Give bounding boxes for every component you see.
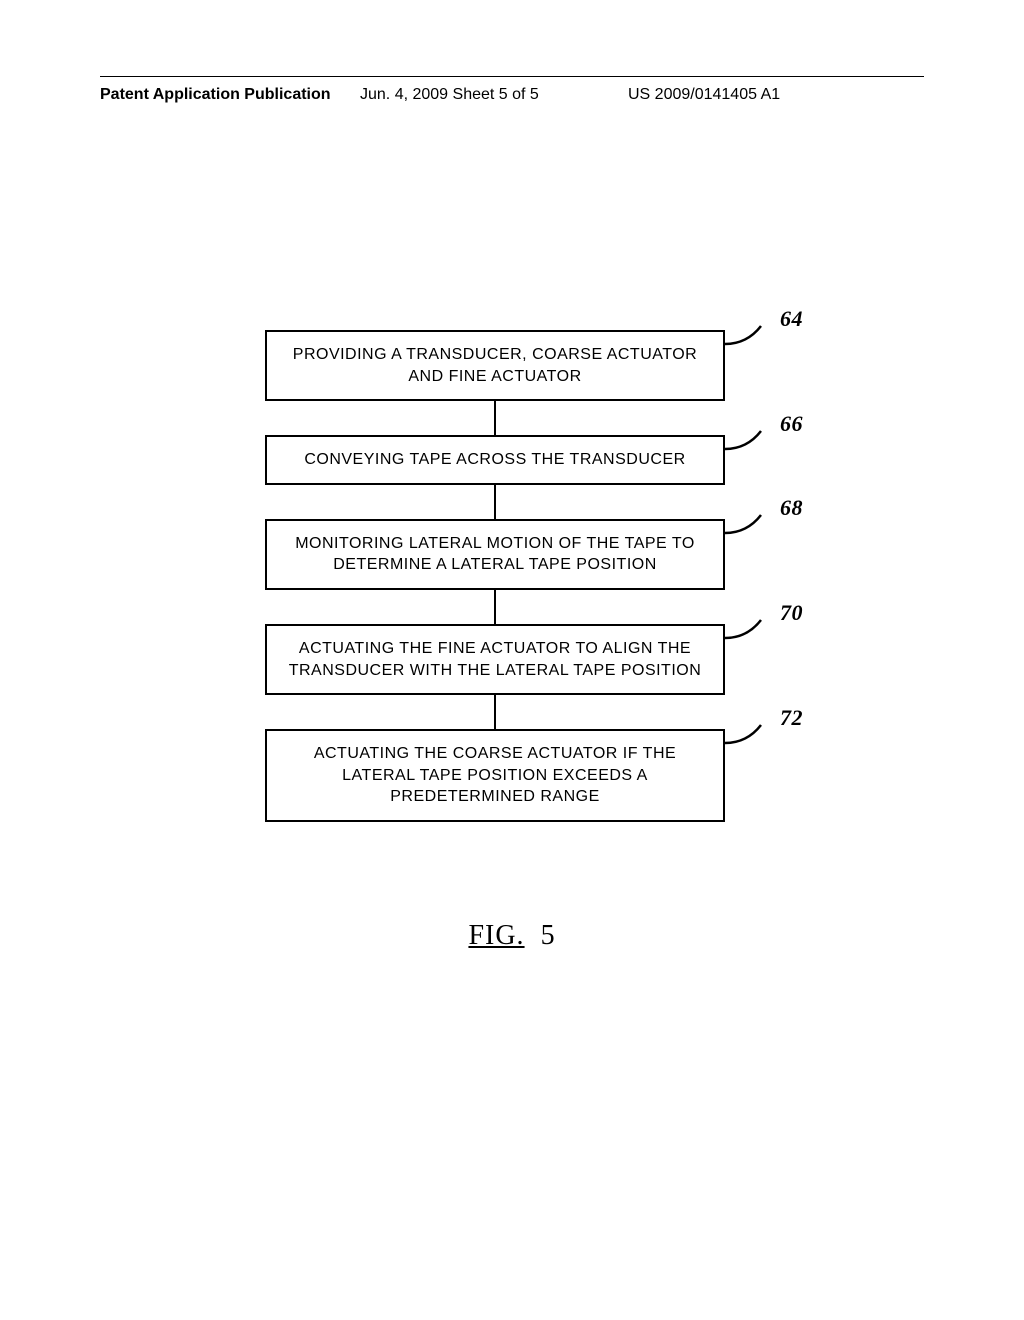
header-right: US 2009/0141405 A1	[628, 86, 780, 104]
flow-connector	[494, 485, 497, 519]
figure-label: FIG. 5	[0, 920, 1024, 952]
flow-step-text: MONITORING LATERAL MOTION OF THE TAPE TO…	[295, 535, 695, 574]
figure-prefix: FIG.	[468, 920, 524, 951]
flow-connector	[494, 590, 497, 624]
flow-step-text: CONVEYING TAPE ACROSS THE TRANSDUCER	[304, 451, 685, 468]
flow-step-1: PROVIDING A TRANSDUCER, COARSE ACTUATOR …	[265, 330, 725, 401]
flow-step-2: CONVEYING TAPE ACROSS THE TRANSDUCER 66	[265, 435, 725, 485]
ref-label: 66	[780, 409, 803, 439]
ref-label: 70	[780, 598, 803, 628]
figure-number: 5	[541, 920, 556, 951]
flowchart: PROVIDING A TRANSDUCER, COARSE ACTUATOR …	[215, 330, 775, 822]
flow-step-text: ACTUATING THE COARSE ACTUATOR IF THE LAT…	[314, 745, 676, 805]
header-center: Jun. 4, 2009 Sheet 5 of 5	[360, 86, 539, 104]
flow-step-5: ACTUATING THE COARSE ACTUATOR IF THE LAT…	[265, 729, 725, 822]
ref-label: 68	[780, 493, 803, 523]
flow-connector	[494, 401, 497, 435]
flow-step-4: ACTUATING THE FINE ACTUATOR TO ALIGN THE…	[265, 624, 725, 695]
lead-line-icon	[725, 338, 767, 366]
lead-line-icon	[725, 443, 767, 471]
ref-label: 64	[780, 304, 803, 334]
flow-connector	[494, 695, 497, 729]
ref-label: 72	[780, 703, 803, 733]
flow-step-text: PROVIDING A TRANSDUCER, COARSE ACTUATOR …	[293, 346, 697, 385]
header-left: Patent Application Publication	[100, 86, 331, 104]
flow-step-text: ACTUATING THE FINE ACTUATOR TO ALIGN THE…	[289, 640, 702, 679]
lead-line-icon	[725, 632, 767, 660]
lead-line-icon	[725, 737, 767, 765]
header-rule	[100, 76, 924, 77]
lead-line-icon	[725, 527, 767, 555]
flow-step-3: MONITORING LATERAL MOTION OF THE TAPE TO…	[265, 519, 725, 590]
